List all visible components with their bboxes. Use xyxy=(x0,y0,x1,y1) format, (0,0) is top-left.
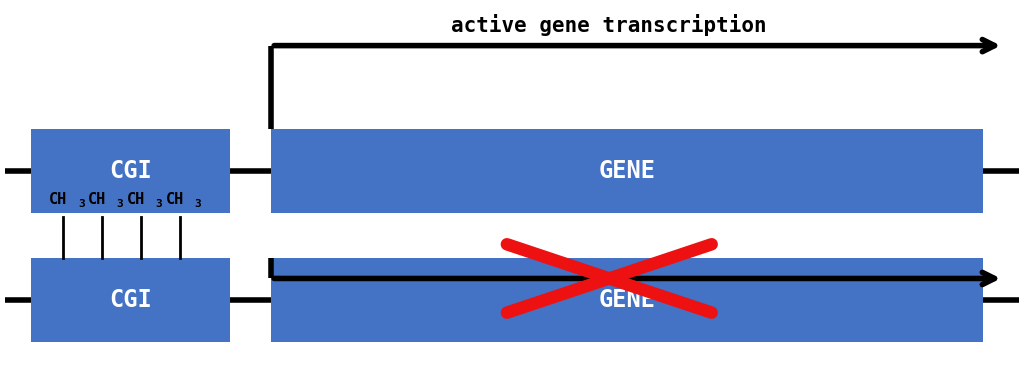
Text: CH: CH xyxy=(88,192,106,207)
Bar xyxy=(271,129,983,213)
Text: 3: 3 xyxy=(195,199,202,209)
Text: 3: 3 xyxy=(78,199,85,209)
Text: active gene transcription: active gene transcription xyxy=(452,14,767,36)
Text: CH: CH xyxy=(49,192,68,207)
Bar xyxy=(31,258,230,342)
Text: CGI: CGI xyxy=(110,288,152,312)
Text: GENE: GENE xyxy=(599,159,655,183)
Text: GENE: GENE xyxy=(599,288,655,312)
Bar xyxy=(271,258,983,342)
Text: CGI: CGI xyxy=(110,159,152,183)
Text: CH: CH xyxy=(166,192,184,207)
Text: 3: 3 xyxy=(156,199,163,209)
Bar xyxy=(31,129,230,213)
Text: CH: CH xyxy=(127,192,145,207)
Text: 3: 3 xyxy=(117,199,124,209)
